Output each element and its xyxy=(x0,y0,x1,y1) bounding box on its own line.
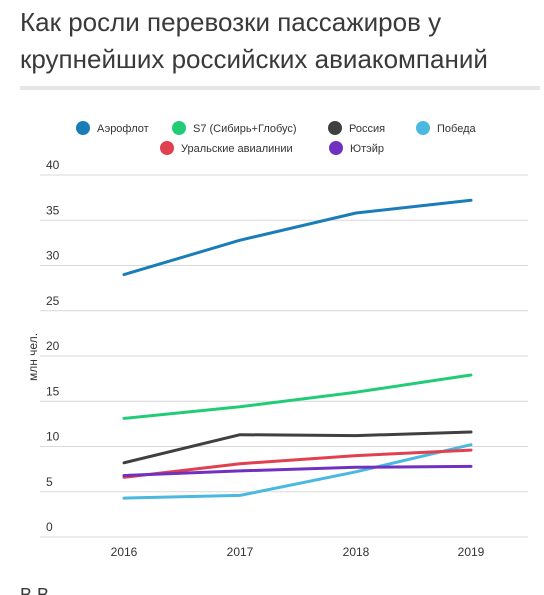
legend-label-4: Победа xyxy=(437,123,476,135)
legend-marker-1 xyxy=(76,121,90,135)
legend-marker-4 xyxy=(416,121,430,135)
x-tick-label: 2018 xyxy=(343,545,370,559)
x-tick-label: 2016 xyxy=(111,545,138,559)
x-tick-label: 2019 xyxy=(458,545,485,559)
legend-label-6: Ютэйр xyxy=(350,143,384,155)
series-line-2 xyxy=(122,373,473,420)
legend-marker-2 xyxy=(172,121,186,135)
series-line-1 xyxy=(122,198,473,277)
legend-label-2: S7 (Сибирь+Глобус) xyxy=(193,123,297,135)
legend-label-1: Аэрофлот xyxy=(97,123,149,135)
y-tick-label: 5 xyxy=(46,475,53,489)
y-tick-label: 10 xyxy=(46,430,60,444)
legend-marker-5 xyxy=(160,141,174,155)
series-line-4 xyxy=(122,443,473,500)
y-tick-label: 25 xyxy=(46,294,60,308)
y-tick-label: 40 xyxy=(46,158,60,172)
page-title: Как росли перевозки пассажиров у крупней… xyxy=(20,7,488,74)
legend-marker-3 xyxy=(328,121,342,135)
y-axis-label: млн чел. xyxy=(26,333,40,381)
y-tick-label: 30 xyxy=(46,249,60,263)
series-line-6 xyxy=(122,464,473,477)
legend-marker-6 xyxy=(329,141,343,155)
x-tick-label: 2017 xyxy=(227,545,254,559)
footer-text-cut: В В xyxy=(20,585,50,595)
y-tick-label: 0 xyxy=(46,520,53,534)
y-tick-label: 20 xyxy=(46,339,60,353)
legend-label-5: Уральские авиалинии xyxy=(181,143,293,155)
title-divider xyxy=(20,86,540,90)
series-line-3 xyxy=(122,430,473,465)
y-tick-label: 35 xyxy=(46,203,60,217)
series-line-5 xyxy=(122,448,473,479)
legend-label-3: Россия xyxy=(349,123,385,135)
y-tick-label: 15 xyxy=(46,384,60,398)
